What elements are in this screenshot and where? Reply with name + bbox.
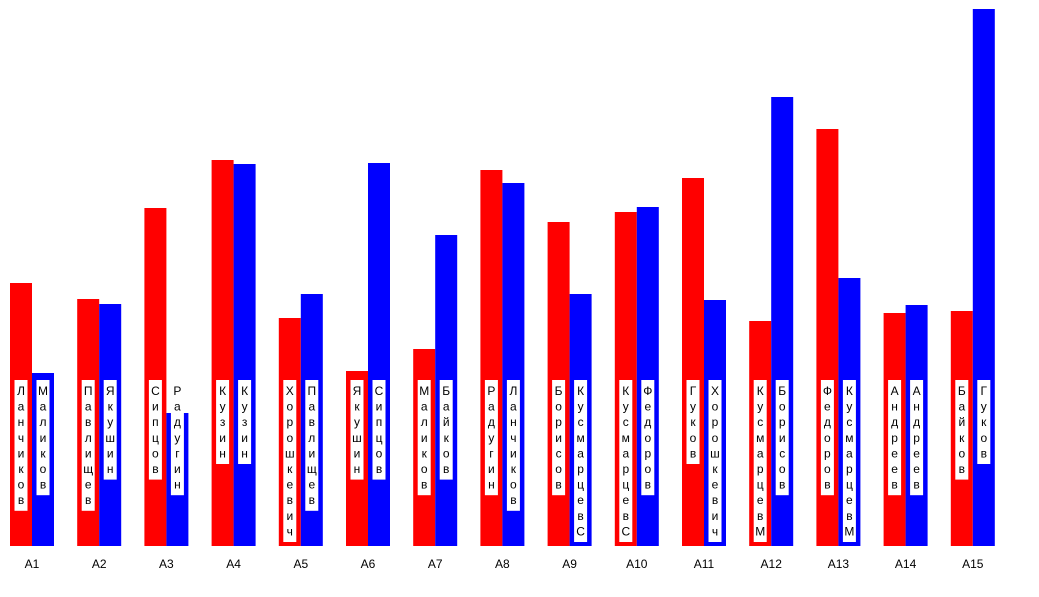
x-tick-label-A5: A5 (293, 557, 308, 571)
x-tick-label-A15: A15 (962, 557, 984, 571)
bar-red-A11 (682, 178, 704, 546)
x-tick-label-A4: A4 (226, 557, 241, 571)
x-tick-label-A6: A6 (361, 557, 376, 571)
x-tick-label-A12: A12 (761, 557, 783, 571)
bar-red-A3 (144, 208, 167, 546)
x-tick-label-A10: A10 (626, 557, 648, 571)
x-tick-label-A13: A13 (828, 557, 850, 571)
bar-blue-A4 (233, 164, 256, 546)
x-tick-label-A9: A9 (562, 557, 577, 571)
x-tick-label-A1: A1 (25, 557, 40, 571)
x-tick-label-A2: A2 (92, 557, 107, 571)
x-tick-label-A8: A8 (495, 557, 510, 571)
x-tick-label-A3: A3 (159, 557, 174, 571)
x-tick-label-A14: A14 (895, 557, 917, 571)
bar-red-A4 (211, 160, 234, 546)
x-tick-label-A7: A7 (428, 557, 443, 571)
bar-blue-A15 (972, 9, 995, 546)
bar-blue-A6 (368, 163, 390, 546)
x-tick-label-A11: A11 (694, 557, 715, 571)
